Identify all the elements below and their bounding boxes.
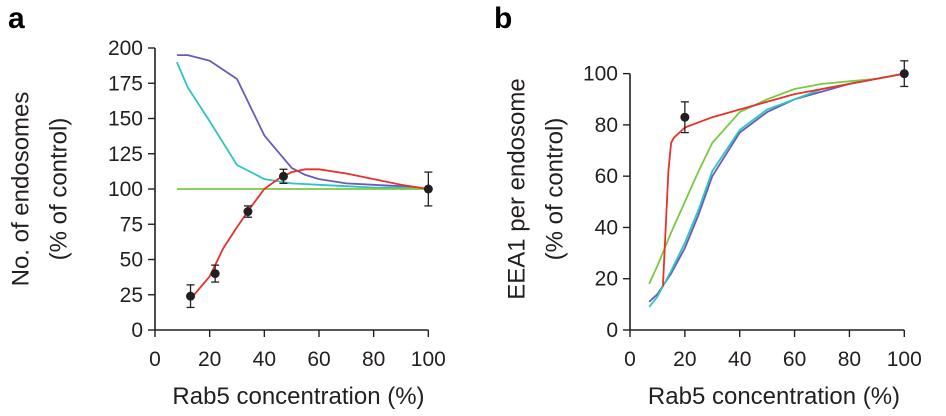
- x-axis-title: Rab5 concentration (%): [648, 383, 900, 410]
- x-tick-label: 20: [198, 348, 221, 371]
- y-axis-title: EEA1 per endosome: [503, 78, 530, 299]
- x-tick-label: 40: [253, 348, 276, 371]
- x-tick-label: 60: [307, 348, 330, 371]
- x-tick-label: 80: [838, 348, 861, 371]
- y-tick-label: 200: [108, 37, 143, 60]
- y-tick-label: 25: [120, 284, 143, 307]
- y-tick-label: 60: [595, 165, 618, 188]
- y-tick-label: 75: [120, 213, 143, 236]
- x-tick-label: 0: [624, 348, 636, 371]
- x-axis-title: Rab5 concentration (%): [172, 383, 424, 410]
- series-line-0: [648, 72, 905, 303]
- y-tick-label: 175: [108, 72, 143, 95]
- y-tick-label: 0: [131, 319, 143, 342]
- series-line-2: [648, 72, 905, 285]
- y-tick-label: 100: [108, 178, 143, 201]
- x-tick-label: 100: [411, 348, 446, 371]
- panel-b: b 0 20 40 60 80 100 0 20 40 60 80 100 Rab5 concentrat…: [494, 2, 922, 410]
- y-axis-title-unit: (% of control): [45, 118, 72, 261]
- x-tick-label: 20: [673, 348, 696, 371]
- series-line-1: [176, 61, 429, 190]
- y-tick-label: 80: [595, 114, 618, 137]
- y-tick-label: 0: [606, 319, 618, 342]
- panel-label: b: [494, 2, 512, 35]
- y-tick-label: 50: [120, 249, 143, 272]
- data-point: [243, 207, 253, 217]
- data-point: [680, 112, 690, 122]
- series-line-0: [176, 54, 429, 190]
- y-tick-label: 100: [583, 63, 618, 86]
- y-axis-title-unit: (% of control): [541, 118, 568, 261]
- data-point: [186, 291, 196, 301]
- y-axis-title: No. of endosomes: [7, 92, 34, 287]
- data-point: [423, 184, 433, 194]
- panel-label: a: [8, 2, 25, 35]
- series-line-3: [662, 72, 905, 287]
- x-tick-label: 40: [728, 348, 751, 371]
- y-tick-label: 125: [108, 143, 143, 166]
- data-point: [899, 69, 909, 79]
- y-tick-label: 150: [108, 108, 143, 131]
- data-point: [278, 171, 288, 181]
- x-tick-label: 60: [783, 348, 806, 371]
- panel-a: a 0 25 50 75 100 125 150 175 200 0 20 40 60 80 100 Rab5 …: [7, 2, 446, 410]
- y-tick-label: 20: [595, 268, 618, 291]
- y-tick-label: 40: [595, 216, 618, 239]
- x-tick-label: 80: [362, 348, 385, 371]
- x-tick-label: 100: [887, 348, 922, 371]
- x-tick-label: 0: [149, 348, 161, 371]
- data-point: [210, 269, 220, 279]
